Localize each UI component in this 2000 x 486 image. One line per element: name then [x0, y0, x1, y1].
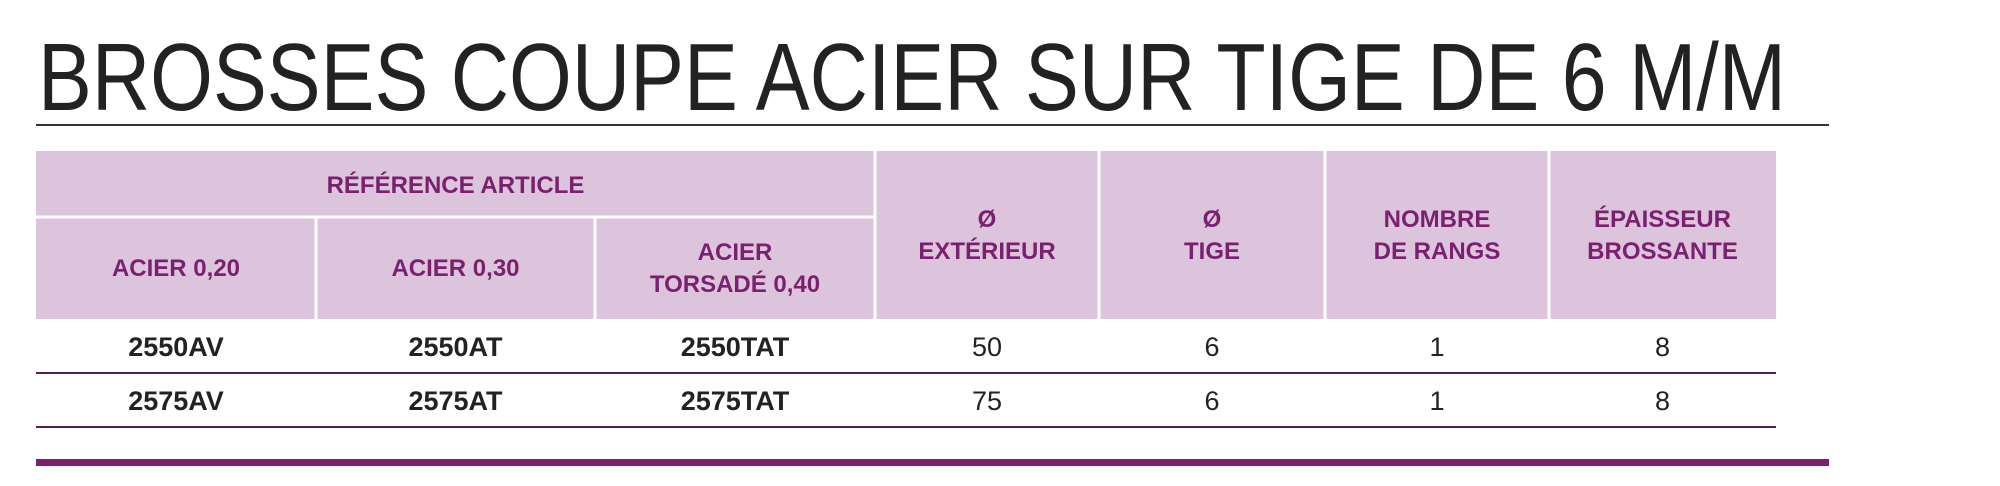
header-cell: [875, 151, 1099, 319]
table-cell: 8: [1655, 386, 1670, 416]
column-header: TIGE: [1184, 238, 1240, 265]
header-cell: [316, 217, 595, 319]
table-cell: 6: [1204, 332, 1219, 362]
table-cell: 2575AT: [408, 386, 503, 416]
table-cell: 2550TAT: [681, 332, 790, 362]
table-cell: 2550AT: [408, 332, 503, 362]
column-header: ACIER 0,20: [112, 255, 240, 282]
column-header: BROSSANTE: [1587, 238, 1738, 265]
column-header: Ø: [978, 206, 997, 233]
column-header: NOMBRE: [1384, 206, 1491, 233]
column-header: ACIER 0,30: [391, 255, 519, 282]
bottom-bar: [36, 459, 1829, 466]
header-cell: [1099, 151, 1325, 319]
table-cell: 1: [1429, 332, 1444, 362]
header-cell: [36, 151, 875, 217]
table-cell: 8: [1655, 332, 1670, 362]
page-title: BROSSES COUPE ACIER SUR TIGE DE 6 M/M: [38, 24, 1786, 131]
table-cell: 2550AV: [128, 332, 224, 362]
header-cell: [1325, 151, 1549, 319]
table: RÉFÉRENCE ARTICLE ACIER 0,20 ACIER 0,30 ACI…: [36, 151, 1776, 428]
table-cell: 6: [1204, 386, 1219, 416]
table-cell: 2575AV: [128, 386, 224, 416]
header-cell: [1549, 151, 1776, 319]
table-cell: 1: [1429, 386, 1444, 416]
column-header: EXTÉRIEUR: [918, 237, 1055, 265]
column-header: ACIER: [698, 239, 773, 266]
column-header: Ø: [1203, 206, 1222, 233]
header-cell: [595, 217, 875, 319]
header-cell: [36, 217, 316, 319]
table-cell: 75: [972, 386, 1002, 416]
table-cell: 50: [972, 332, 1002, 362]
group-header: RÉFÉRENCE ARTICLE: [327, 171, 585, 199]
column-header: DE RANGS: [1374, 238, 1501, 265]
column-header: ÉPAISSEUR: [1594, 205, 1731, 233]
column-header: TORSADÉ 0,40: [650, 270, 820, 298]
table-cell: 2575TAT: [681, 386, 790, 416]
